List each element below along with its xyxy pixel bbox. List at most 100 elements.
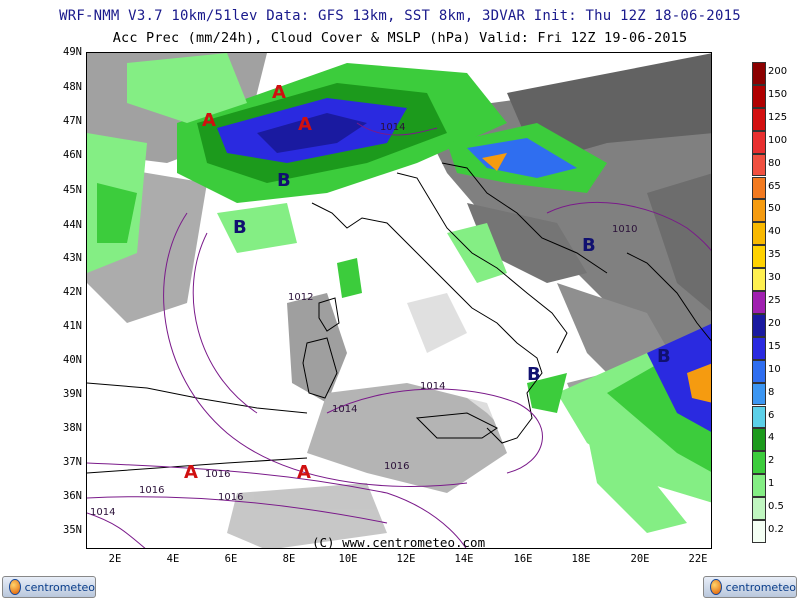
copyright-credit: (C) www.centrometeo.com	[312, 535, 486, 550]
colorbar-label: 2	[768, 455, 775, 467]
lat-label: 42N	[63, 286, 82, 298]
isobar-label: 1014	[380, 122, 406, 133]
high-pressure-marker: A	[272, 82, 286, 103]
high-pressure-marker: A	[184, 462, 198, 483]
cloud-cover	[87, 53, 711, 548]
colorbar-label: 0.5	[768, 501, 784, 513]
colorbar-label: 6	[768, 409, 775, 421]
colorbar-swatch	[752, 245, 766, 269]
isobar-label: 1016	[218, 492, 244, 503]
lat-label: 39N	[63, 388, 82, 400]
colorbar-swatch	[752, 222, 766, 246]
high-pressure-marker: A	[298, 114, 312, 135]
lat-label: 40N	[63, 354, 82, 366]
low-pressure-marker: B	[657, 346, 671, 367]
low-pressure-marker: B	[527, 364, 541, 385]
lon-label: 18E	[571, 553, 591, 565]
logo-icon	[9, 579, 21, 595]
centrometeo-logo-right[interactable]: centrometeo	[703, 576, 797, 598]
lat-label: 44N	[63, 219, 82, 231]
lon-label: 16E	[513, 553, 533, 565]
lat-label: 41N	[63, 320, 82, 332]
isobar-label: 1014	[90, 507, 116, 518]
colorbar-label: 10	[768, 363, 781, 375]
lat-label: 47N	[63, 115, 82, 127]
colorbar-label: 125	[768, 111, 788, 123]
isobar-label: 1016	[205, 469, 231, 480]
colorbar-label: 150	[768, 88, 788, 100]
colorbar-swatch	[752, 336, 766, 360]
colorbar-swatch	[752, 520, 766, 543]
lon-label: 12E	[396, 553, 416, 565]
logo-icon	[710, 579, 722, 595]
lon-label: 2E	[108, 553, 122, 565]
lat-label: 46N	[63, 149, 82, 161]
lat-label: 38N	[63, 422, 82, 434]
model-run-title: WRF-NMM V3.7 10km/51lev Data: GFS 13km, …	[59, 8, 741, 24]
lon-label: 4E	[166, 553, 180, 565]
colorbar-swatch	[752, 107, 766, 131]
low-pressure-marker: B	[233, 217, 247, 238]
colorbar-swatch	[752, 497, 766, 520]
colorbar-label: 40	[768, 226, 781, 238]
colorbar-label: 50	[768, 203, 781, 215]
colorbar-swatch	[752, 84, 766, 108]
isobar-label: 1016	[384, 461, 410, 472]
colorbar-label: 15	[768, 340, 781, 352]
high-pressure-marker: A	[202, 110, 216, 131]
colorbar-label: 4	[768, 432, 775, 444]
product-title: Acc Prec (mm/24h), Cloud Cover & MSLP (h…	[112, 30, 688, 46]
low-pressure-marker: B	[277, 170, 291, 191]
logo-label: centrometeo	[725, 580, 796, 594]
lat-label: 48N	[63, 81, 82, 93]
colorbar-label: 0.2	[768, 524, 784, 535]
isobar-label: 1016	[139, 485, 165, 496]
colorbar-swatch	[752, 405, 766, 429]
colorbar-label: 65	[768, 180, 781, 192]
colorbar-label: 30	[768, 272, 781, 284]
precipitation	[87, 53, 711, 533]
colorbar-label: 100	[768, 134, 788, 146]
colorbar-swatch	[752, 268, 766, 291]
colorbar-label: 200	[768, 66, 788, 77]
low-pressure-marker: B	[582, 235, 596, 256]
colorbar-swatch	[752, 313, 766, 337]
logo-label: centrometeo	[24, 580, 95, 594]
lat-label: 49N	[63, 46, 82, 58]
lon-label: 22E	[688, 553, 708, 565]
colorbar-swatch	[752, 62, 766, 85]
lat-label: 37N	[63, 456, 82, 468]
colorbar-label: 20	[768, 317, 781, 329]
isobar-label: 1010	[612, 224, 638, 235]
colorbar-swatch	[752, 359, 766, 383]
lat-label: 35N	[63, 524, 82, 536]
isobar-label: 1014	[332, 404, 358, 415]
centrometeo-logo-left[interactable]: centrometeo	[2, 576, 96, 598]
isobar-label: 1012	[288, 292, 314, 303]
colorbar-swatch	[752, 451, 766, 475]
colorbar-label: 35	[768, 249, 781, 261]
lon-label: 6E	[224, 553, 238, 565]
colorbar-swatch	[752, 153, 766, 177]
colorbar-swatch	[752, 474, 766, 498]
colorbar-swatch	[752, 428, 766, 452]
lon-label: 20E	[630, 553, 650, 565]
lon-label: 10E	[338, 553, 358, 565]
colorbar-label: 8	[768, 386, 775, 398]
colorbar-label: 1	[768, 478, 775, 490]
colorbar-swatch	[752, 382, 766, 406]
colorbar-swatch	[752, 130, 766, 154]
lon-label: 14E	[454, 553, 474, 565]
colorbar-swatch	[752, 176, 766, 200]
forecast-map	[86, 52, 712, 549]
lat-label: 36N	[63, 490, 82, 502]
colorbar-label: 25	[768, 295, 781, 306]
map-canvas	[87, 53, 711, 548]
colorbar-swatch	[752, 291, 766, 314]
colorbar-label: 80	[768, 157, 781, 169]
high-pressure-marker: A	[297, 462, 311, 483]
isobar-label: 1014	[420, 381, 446, 392]
lat-label: 43N	[63, 252, 82, 264]
colorbar-swatch	[752, 199, 766, 223]
lon-label: 8E	[282, 553, 296, 565]
